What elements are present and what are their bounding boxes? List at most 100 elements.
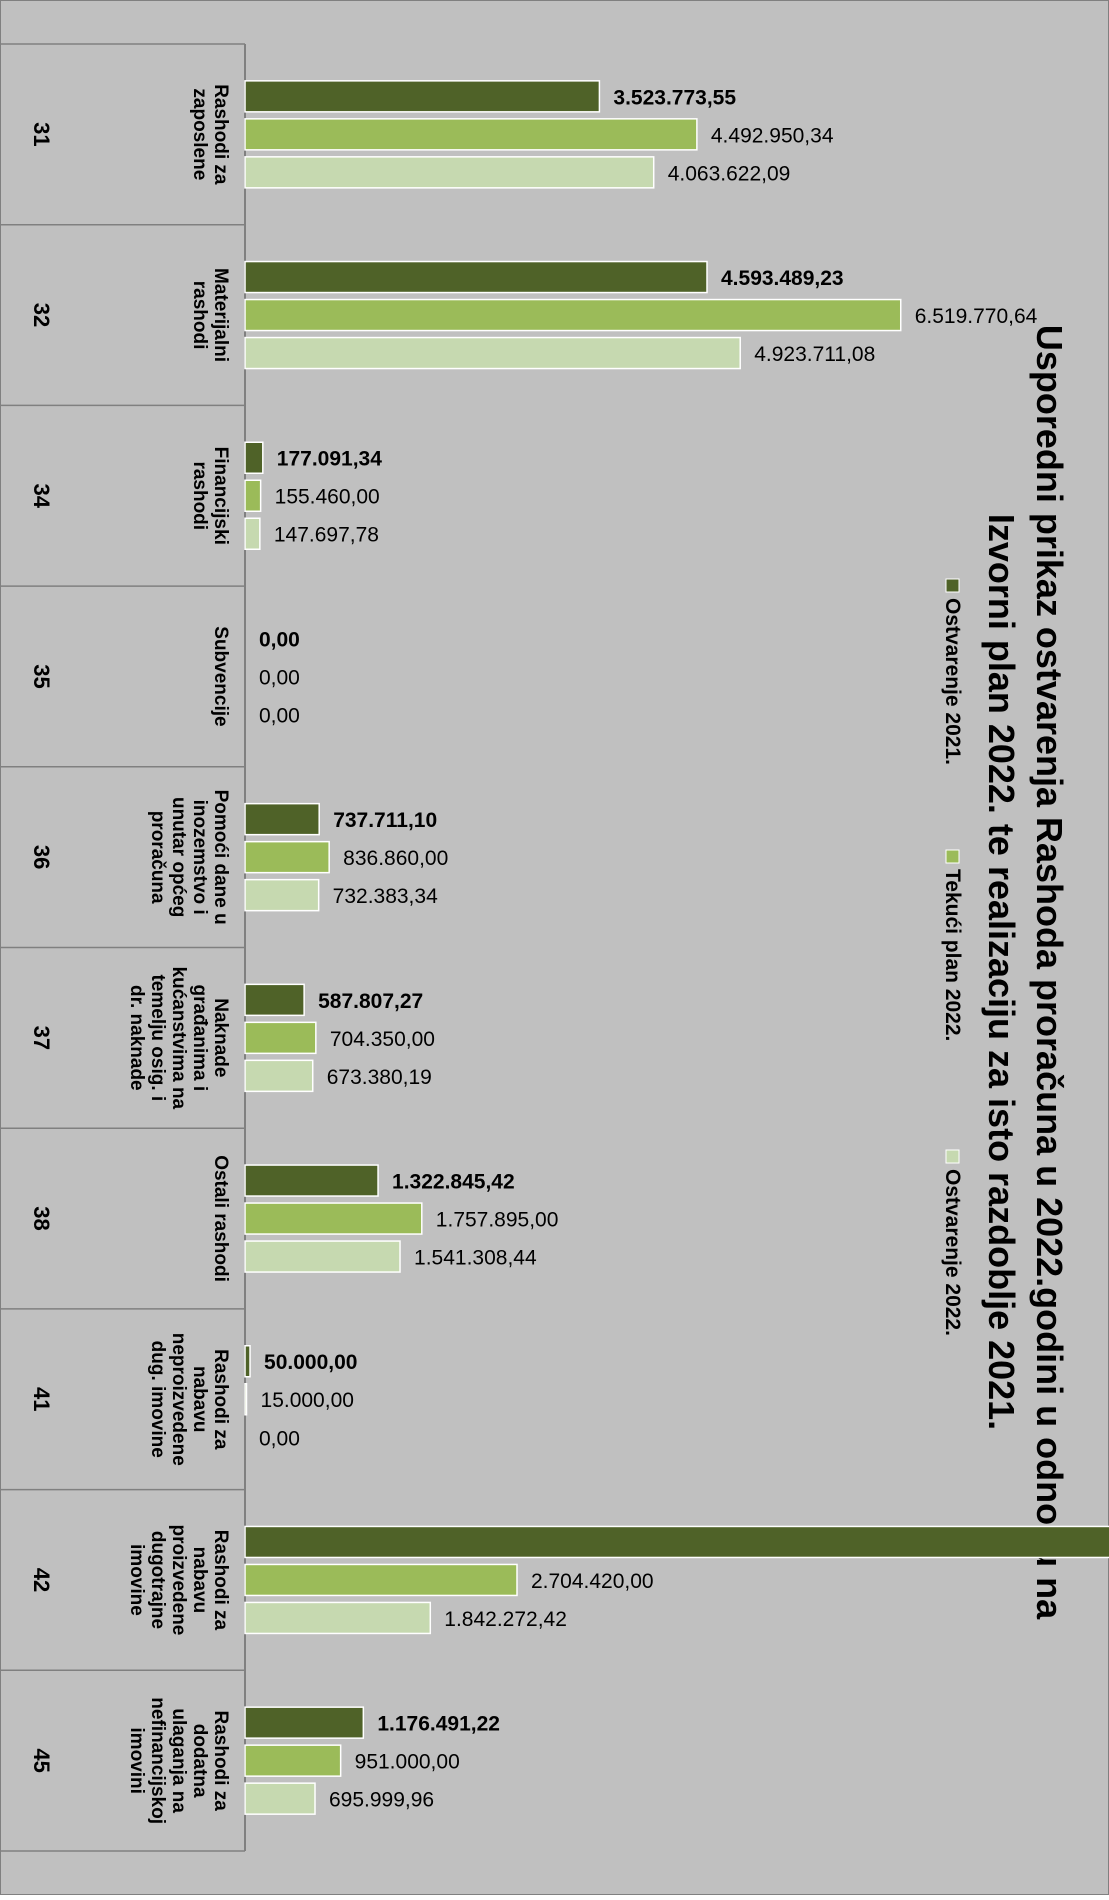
data-label: 0,00 — [259, 704, 300, 727]
bar — [244, 1563, 518, 1597]
bar — [244, 118, 698, 151]
category-code: 45 — [29, 1748, 54, 1772]
data-label: 0,00 — [259, 1427, 300, 1450]
bar — [244, 1021, 317, 1055]
chart-title-line-1: Usporedni prikaz ostvarenja Rashoda pror… — [1029, 325, 1070, 1620]
category-code: 31 — [29, 122, 54, 146]
data-label: 4.492.950,34 — [711, 124, 834, 147]
data-label: 177.091,34 — [277, 448, 382, 471]
category-code: 41 — [29, 1387, 54, 1411]
category-label: rashodi — [189, 461, 210, 530]
category-label: dug. imovine — [147, 1341, 168, 1458]
legend: Ostvarenje 2021. Tekući plan 2022. Ostva… — [941, 578, 964, 1336]
bar — [244, 336, 741, 370]
category-label: Ostali rashodi — [210, 1155, 231, 1282]
bar — [244, 1525, 1109, 1559]
category-code: 37 — [29, 1026, 54, 1050]
rotated-chart-group: Usporedni prikaz ostvarenja Rashoda pror… — [0, 43, 1109, 1852]
data-label: 4.063.622,09 — [668, 162, 791, 185]
category-code: 36 — [29, 845, 54, 869]
bar — [244, 156, 655, 189]
category-label: Subvencije — [210, 626, 231, 726]
category-label: Materijalni — [210, 268, 231, 362]
data-label: 1.757.895,00 — [436, 1209, 559, 1232]
bar — [244, 878, 320, 912]
category-label: nabavu — [189, 1547, 210, 1614]
category-label: nefinancijskoj — [147, 1697, 168, 1824]
data-label: 6.519.770,64 — [915, 305, 1038, 328]
category-label: inozemstvo i — [189, 800, 210, 915]
category-label: Rashodi za — [210, 84, 231, 185]
category-label: građanima i — [189, 985, 210, 1092]
data-label: 673.380,19 — [327, 1066, 432, 1089]
category-code: 35 — [29, 664, 54, 688]
data-label: 836.860,00 — [343, 847, 448, 870]
category-label: proizvedene — [168, 1525, 189, 1636]
bar — [244, 517, 261, 550]
bar — [244, 80, 601, 113]
bar — [244, 1202, 423, 1235]
category-label: imovine — [126, 1544, 147, 1616]
category-label: kućanstvima na — [168, 967, 189, 1110]
bar — [244, 1706, 365, 1739]
category-label: Naknade — [210, 998, 231, 1077]
bar — [244, 441, 264, 474]
bar — [244, 1059, 314, 1093]
bar — [244, 260, 708, 294]
category-label: dugotrajne — [147, 1531, 168, 1629]
category-label: nabavu — [189, 1366, 210, 1433]
bar — [244, 298, 902, 332]
legend-swatch-series-1 — [945, 578, 960, 593]
category-label: Rashodi za — [210, 1530, 231, 1631]
bar — [244, 983, 305, 1017]
category-label: imovini — [126, 1727, 147, 1794]
data-label: 147.697,78 — [274, 524, 379, 547]
category-label: rashodi — [189, 281, 210, 350]
bar — [244, 1782, 316, 1815]
data-label: 1.322.845,42 — [392, 1171, 515, 1194]
data-label: 15.000,00 — [261, 1389, 354, 1412]
data-label: 4.593.489,23 — [721, 267, 844, 290]
bar — [244, 479, 262, 512]
bar — [244, 1164, 379, 1197]
category-label: Rashodi za — [210, 1349, 231, 1450]
bar — [244, 1240, 401, 1273]
data-label: 732.383,34 — [333, 885, 438, 908]
legend-label-series-1: Ostvarenje 2021. — [941, 598, 964, 765]
bar — [244, 1744, 342, 1777]
plot-area: 3.523.773,55 4.492.950,34 4.063.622,09 Rash… — [0, 43, 1109, 1852]
legend-label-series-3: Ostvarenje 2022. — [941, 1169, 964, 1336]
category-code: 34 — [29, 484, 54, 509]
data-label: 737.711,10 — [333, 809, 437, 832]
bar — [244, 1383, 248, 1416]
data-label: 951.000,00 — [355, 1751, 460, 1774]
category-label: Pomoći dane u — [210, 790, 231, 925]
category-label: temelju osig. i — [147, 974, 168, 1101]
category-code: 32 — [29, 303, 54, 327]
data-label: 4.923.711,08 — [754, 343, 875, 366]
data-label: 695.999,96 — [329, 1789, 434, 1812]
bar — [244, 840, 330, 874]
data-label: 155.460,00 — [275, 486, 380, 509]
category-label: zaposlene — [189, 88, 210, 180]
data-label: 1.176.491,22 — [377, 1713, 500, 1736]
legend-label-series-2: Tekući plan 2022. — [941, 869, 964, 1041]
bar — [244, 802, 320, 836]
category-label: proračuna — [147, 811, 168, 904]
category-label: Rashodi za — [210, 1710, 231, 1811]
category-label: dr. naknade — [126, 985, 147, 1091]
category-label: Financijski — [210, 447, 231, 545]
category-code: 38 — [29, 1206, 54, 1230]
chart-title-line-2: Izvorni plan 2022. te realizaciju za ist… — [981, 514, 1022, 1430]
bar — [244, 1345, 251, 1378]
category-label: ulaganja na — [168, 1708, 189, 1813]
data-label: 1.541.308,44 — [414, 1247, 537, 1270]
category-label: dodatna — [189, 1724, 210, 1798]
data-label: 0,00 — [259, 628, 300, 651]
data-label: 704.350,00 — [330, 1028, 435, 1051]
data-label: 1.842.272,42 — [444, 1608, 567, 1631]
data-label: 50.000,00 — [264, 1351, 357, 1374]
data-label: 2.704.420,00 — [531, 1570, 654, 1593]
